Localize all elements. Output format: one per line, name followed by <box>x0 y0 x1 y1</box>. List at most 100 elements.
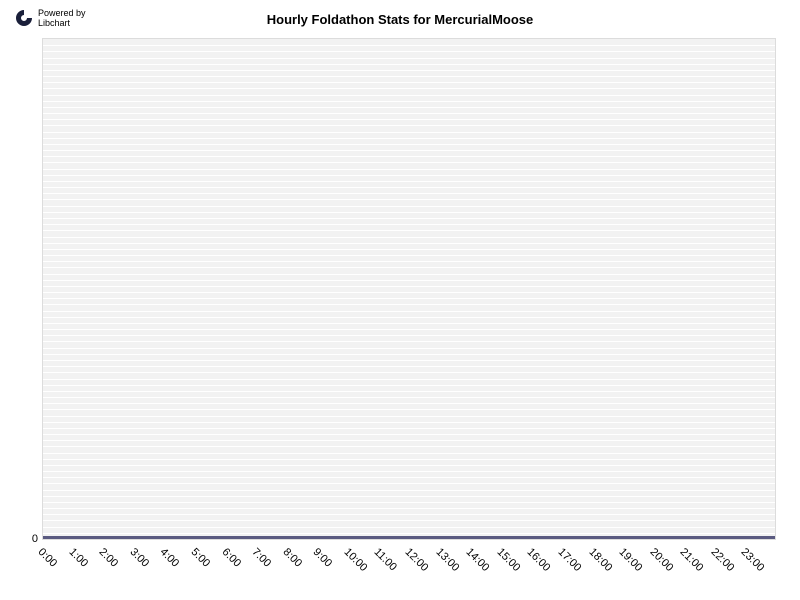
x-tick-label: 21:00 <box>678 546 706 574</box>
gridline <box>43 533 775 534</box>
gridline <box>43 341 775 342</box>
gridline <box>43 440 775 441</box>
x-tick-label: 18:00 <box>586 546 614 574</box>
gridline <box>43 317 775 318</box>
gridline <box>43 502 775 503</box>
gridline <box>43 446 775 447</box>
gridline <box>43 237 775 238</box>
gridline <box>43 218 775 219</box>
x-tick-label: 3:00 <box>127 546 151 570</box>
x-tick-label: 14:00 <box>464 546 492 574</box>
gridline <box>43 465 775 466</box>
gridline <box>43 212 775 213</box>
gridline <box>43 508 775 509</box>
x-tick-label: 23:00 <box>739 546 767 574</box>
x-tick-label: 16:00 <box>525 546 553 574</box>
gridline <box>43 193 775 194</box>
gridline <box>43 187 775 188</box>
gridline <box>43 379 775 380</box>
gridline <box>43 434 775 435</box>
gridline <box>43 76 775 77</box>
gridline <box>43 280 775 281</box>
x-tick-label: 5:00 <box>188 546 212 570</box>
gridline <box>43 298 775 299</box>
gridline <box>43 169 775 170</box>
gridline <box>43 496 775 497</box>
gridline <box>43 175 775 176</box>
x-tick-label: 19:00 <box>617 546 645 574</box>
gridline <box>43 58 775 59</box>
gridline <box>43 366 775 367</box>
gridline <box>43 206 775 207</box>
gridline <box>43 113 775 114</box>
gridline <box>43 261 775 262</box>
gridline <box>43 119 775 120</box>
gridline <box>43 292 775 293</box>
gridline <box>43 156 775 157</box>
gridline <box>43 144 775 145</box>
x-tick-label: 10:00 <box>341 546 369 574</box>
x-tick-label: 13:00 <box>433 546 461 574</box>
gridline <box>43 125 775 126</box>
x-tick-label: 11:00 <box>372 546 399 573</box>
x-tick-label: 22:00 <box>708 546 736 574</box>
gridline <box>43 51 775 52</box>
baseline <box>43 536 775 539</box>
gridline <box>43 162 775 163</box>
gridline <box>43 286 775 287</box>
gridline <box>43 274 775 275</box>
chart-title: Hourly Foldathon Stats for MercurialMoos… <box>0 12 800 27</box>
gridline <box>43 329 775 330</box>
gridline <box>43 335 775 336</box>
chart-container: Powered by Libchart Hourly Foldathon Sta… <box>0 0 800 600</box>
gridline <box>43 107 775 108</box>
gridline <box>43 483 775 484</box>
gridline <box>43 477 775 478</box>
gridline <box>43 230 775 231</box>
gridline <box>43 403 775 404</box>
gridline <box>43 360 775 361</box>
gridline <box>43 82 775 83</box>
gridline <box>43 422 775 423</box>
gridline <box>43 416 775 417</box>
gridline <box>43 397 775 398</box>
gridline <box>43 304 775 305</box>
gridline <box>43 311 775 312</box>
gridline <box>43 520 775 521</box>
gridline <box>43 453 775 454</box>
gridline <box>43 224 775 225</box>
gridline <box>43 527 775 528</box>
gridline <box>43 95 775 96</box>
x-tick-label: 17:00 <box>555 546 583 574</box>
gridline <box>43 199 775 200</box>
x-tick-label: 8:00 <box>280 546 304 570</box>
gridline <box>43 255 775 256</box>
x-tick-label: 0:00 <box>36 546 60 570</box>
gridline <box>43 514 775 515</box>
gridline <box>43 490 775 491</box>
gridline <box>43 249 775 250</box>
gridline <box>43 459 775 460</box>
gridline <box>43 181 775 182</box>
gridline <box>43 348 775 349</box>
x-tick-label: 20:00 <box>647 546 675 574</box>
gridline <box>43 138 775 139</box>
gridline <box>43 471 775 472</box>
x-tick-label: 6:00 <box>219 546 243 570</box>
gridline <box>43 132 775 133</box>
gridline <box>43 372 775 373</box>
x-tick-label: 1:00 <box>66 546 90 570</box>
gridline <box>43 45 775 46</box>
y-tick-label: 0 <box>24 533 38 545</box>
plot-area <box>42 38 776 540</box>
x-tick-label: 9:00 <box>311 546 335 570</box>
gridline <box>43 385 775 386</box>
gridline <box>43 150 775 151</box>
gridline <box>43 64 775 65</box>
x-tick-label: 12:00 <box>403 546 431 574</box>
gridline <box>43 88 775 89</box>
x-tick-label: 2:00 <box>97 546 121 570</box>
x-tick-label: 7:00 <box>250 546 274 570</box>
gridline <box>43 409 775 410</box>
gridline <box>43 70 775 71</box>
